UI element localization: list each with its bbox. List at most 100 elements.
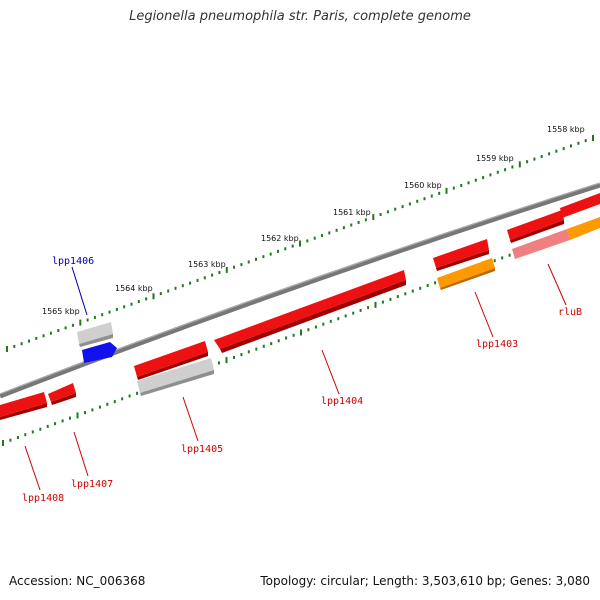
- minor-tick: [291, 244, 294, 248]
- major-tick: [299, 240, 301, 247]
- gene-label-lpp1404[interactable]: lpp1404: [321, 396, 363, 407]
- minor-tick: [262, 255, 265, 259]
- minor-tick: [49, 331, 52, 335]
- minor-tick: [329, 319, 332, 323]
- minor-tick: [394, 207, 397, 211]
- gene-lpp1406[interactable]: [82, 342, 117, 363]
- major-tick: [300, 329, 302, 336]
- accession-text: Accession: NC_006368: [9, 574, 146, 588]
- scale-label-1560: 1560 kbp: [404, 181, 442, 190]
- minor-tick: [396, 295, 399, 299]
- minor-tick: [106, 402, 109, 406]
- gene-lpp1403[interactable]: [437, 258, 495, 290]
- minor-tick: [64, 326, 67, 330]
- minor-tick: [555, 149, 558, 153]
- minor-tick: [240, 353, 243, 357]
- gene-lpp1405-red[interactable]: [134, 341, 208, 380]
- minor-tick: [93, 315, 96, 319]
- minor-tick: [284, 247, 287, 251]
- gene-red-rluB-b[interactable]: [560, 193, 600, 218]
- major-tick: [445, 187, 448, 194]
- minor-tick: [35, 336, 38, 340]
- minor-tick: [306, 239, 309, 243]
- minor-tick: [42, 334, 45, 338]
- major-tick: [592, 135, 594, 141]
- minor-tick: [270, 342, 273, 346]
- minor-tick: [533, 157, 536, 161]
- major-tick: [372, 214, 375, 221]
- minor-tick: [218, 361, 220, 365]
- minor-tick: [269, 252, 272, 256]
- minor-tick: [416, 199, 419, 203]
- minor-tick: [314, 325, 317, 329]
- minor-tick: [426, 284, 429, 287]
- minor-tick: [196, 278, 199, 282]
- minor-tick: [31, 430, 34, 434]
- minor-tick: [46, 424, 49, 428]
- minor-tick: [408, 202, 411, 206]
- gene-lpp1407[interactable]: [48, 383, 76, 405]
- minor-tick: [262, 344, 265, 348]
- minor-tick: [501, 256, 504, 260]
- minor-tick: [101, 313, 104, 317]
- minor-tick: [181, 284, 184, 288]
- gene-lpp1405[interactable]: [137, 358, 214, 396]
- gene-label-lpp1408[interactable]: lpp1408: [22, 493, 64, 504]
- gene-label-lpp1405[interactable]: lpp1405: [181, 444, 223, 455]
- scale-label-1565: 1565 kbp: [42, 307, 80, 316]
- major-tick: [225, 357, 228, 364]
- scale-label-1564: 1564 kbp: [115, 284, 153, 293]
- minor-tick: [508, 253, 511, 257]
- gene-label-rluB[interactable]: rluB: [558, 307, 582, 318]
- minor-tick: [277, 249, 279, 253]
- minor-tick: [434, 281, 437, 285]
- minor-tick: [379, 213, 382, 216]
- minor-tick: [357, 220, 360, 224]
- gene-red-rluB-a[interactable]: [507, 210, 564, 243]
- genome-backbone: [0, 182, 600, 399]
- minor-tick: [401, 205, 404, 209]
- major-tick: [2, 440, 4, 446]
- major-tick: [76, 412, 79, 419]
- minor-tick: [562, 147, 565, 151]
- minor-tick: [9, 438, 12, 442]
- minor-tick: [218, 271, 221, 274]
- minor-tick: [335, 228, 338, 232]
- scale-label-1558: 1558 kbp: [547, 125, 585, 134]
- minor-tick: [359, 308, 362, 312]
- minor-tick: [313, 236, 316, 240]
- minor-tick: [84, 411, 86, 415]
- gene-label-lpp1406[interactable]: lpp1406: [52, 256, 94, 267]
- minor-tick: [61, 419, 64, 423]
- minor-tick: [423, 197, 426, 201]
- minor-tick: [16, 436, 19, 439]
- minor-tick: [121, 397, 124, 401]
- gene-lpp1408[interactable]: [0, 392, 47, 420]
- map-title: Legionella pneumophila str. Paris, compl…: [129, 9, 471, 24]
- gene-red-1403a[interactable]: [433, 239, 489, 271]
- scale-label-1559: 1559 kbp: [476, 154, 514, 163]
- minor-tick: [430, 194, 433, 198]
- gene-label-lpp1407[interactable]: lpp1407: [71, 479, 113, 490]
- minor-tick: [467, 181, 470, 185]
- gene-lpp1404[interactable]: [214, 270, 406, 353]
- minor-tick: [386, 210, 389, 214]
- minor-tick: [86, 318, 89, 322]
- minor-tick: [240, 263, 243, 267]
- minor-tick: [174, 286, 177, 290]
- minor-tick: [255, 257, 257, 261]
- minor-tick: [136, 391, 139, 395]
- minor-tick: [460, 184, 463, 187]
- minor-tick: [419, 286, 422, 290]
- minor-tick: [130, 302, 133, 306]
- gene-label-lpp1403[interactable]: lpp1403: [476, 339, 518, 350]
- minor-tick: [367, 306, 370, 310]
- minor-tick: [203, 276, 206, 280]
- minor-tick: [548, 152, 551, 156]
- minor-tick: [98, 405, 101, 409]
- minor-tick: [233, 355, 235, 359]
- gene-rluB[interactable]: [512, 217, 600, 259]
- minor-tick: [69, 416, 71, 420]
- gene-lpp1406-gray[interactable]: [77, 322, 113, 347]
- minor-tick: [71, 323, 74, 327]
